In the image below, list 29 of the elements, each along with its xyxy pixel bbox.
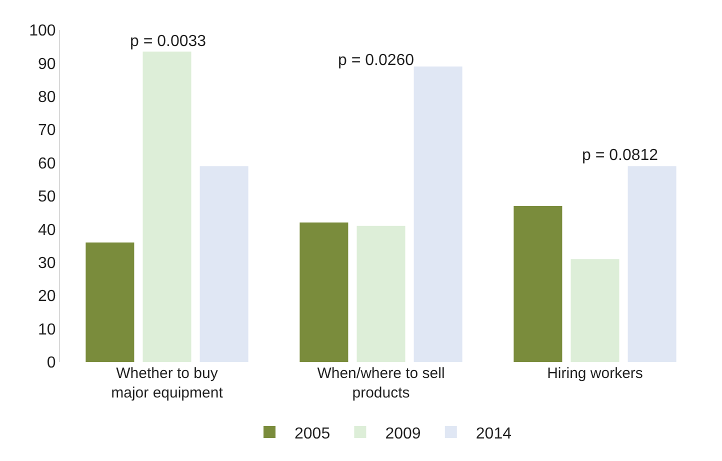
bar: [414, 66, 462, 362]
bar: [570, 259, 620, 362]
bar: [514, 206, 562, 362]
y-tick-label: 20: [38, 288, 56, 306]
legend-label: 2005: [294, 425, 330, 442]
x-tick-label: Whether to buy major equipment: [111, 365, 224, 402]
y-tick-label: 50: [38, 188, 56, 206]
y-tick-label: 10: [38, 321, 56, 338]
annotation: p = 0.0033: [130, 33, 206, 50]
y-tick-label: 30: [38, 255, 56, 272]
x-tick-label: When/where to sell products: [317, 365, 445, 402]
y-tick-label: 70: [38, 122, 56, 140]
y-tick-label: 80: [38, 89, 56, 106]
x-tick-label: Hiring workers: [547, 365, 643, 382]
y-tick-label: 40: [38, 222, 56, 239]
bar: [356, 226, 406, 362]
bar: [200, 166, 248, 362]
bar: [628, 166, 676, 362]
y-tick-label: 100: [29, 22, 56, 40]
annotation: p = 0.0260: [338, 52, 414, 69]
bar: [300, 222, 348, 362]
bar: [86, 242, 134, 362]
legend-label: 2014: [476, 425, 512, 442]
annotation: p = 0.0812: [582, 147, 658, 164]
y-tick-label: 60: [38, 155, 56, 172]
bar: [142, 52, 192, 362]
y-tick-label: 0: [46, 354, 56, 372]
legend-label: 2009: [385, 425, 421, 442]
y-tick-label: 90: [38, 56, 56, 73]
